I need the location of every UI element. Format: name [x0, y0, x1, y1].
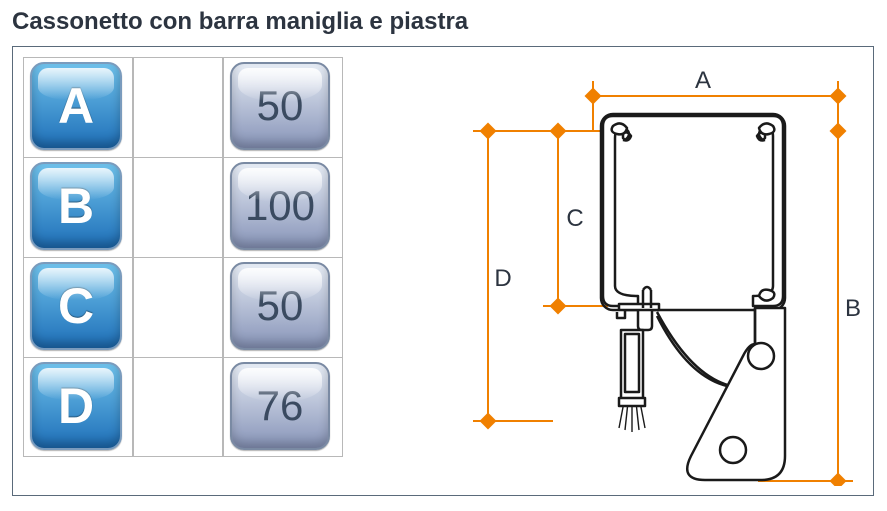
dim-label-d: D	[494, 265, 511, 292]
table-area: A B C D 50 100 50	[23, 57, 443, 485]
table-cell: 50	[223, 257, 343, 357]
value-button-a: 50	[230, 62, 330, 150]
dim-label-a: A	[695, 67, 711, 94]
diagram-area: A B C D	[443, 57, 863, 485]
table-cell: B	[23, 157, 133, 257]
table-cell: 100	[223, 157, 343, 257]
technical-diagram: A B C D	[443, 56, 863, 486]
table-cell	[133, 357, 223, 457]
value-button-c: 50	[230, 262, 330, 350]
value-button-b: 100	[230, 162, 330, 250]
content-panel: A B C D 50 100 50	[12, 46, 874, 496]
letter-button-d: D	[30, 362, 122, 450]
table-cell: 76	[223, 357, 343, 457]
letter-column: A B C D	[23, 57, 133, 457]
letter-button-b: B	[30, 162, 122, 250]
table-cell: A	[23, 57, 133, 157]
table-cell: C	[23, 257, 133, 357]
page-title: Cassonetto con barra maniglia e piastra	[12, 8, 875, 36]
letter-button-a: A	[30, 62, 122, 150]
table-cell: D	[23, 357, 133, 457]
dim-label-c: C	[566, 205, 583, 232]
table-cell	[133, 157, 223, 257]
dim-label-b: B	[845, 295, 861, 322]
letter-button-c: C	[30, 262, 122, 350]
value-button-d: 76	[230, 362, 330, 450]
spacer-column	[133, 57, 223, 457]
table-cell: 50	[223, 57, 343, 157]
table-cell	[133, 257, 223, 357]
value-column: 50 100 50 76	[223, 57, 343, 457]
table-cell	[133, 57, 223, 157]
